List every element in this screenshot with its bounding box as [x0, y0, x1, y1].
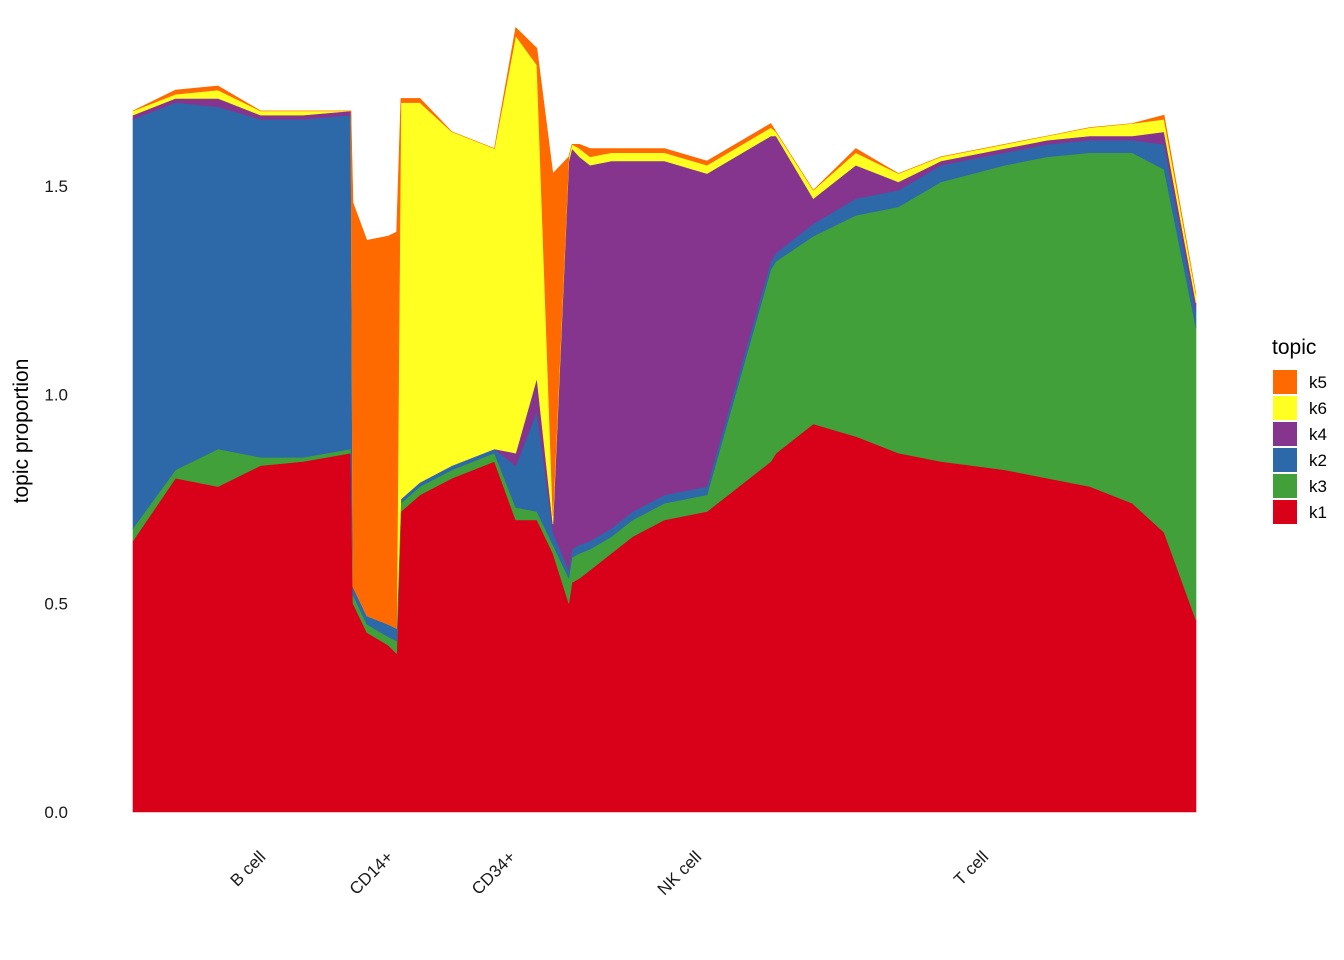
legend-label-k1: k1 — [1309, 503, 1327, 522]
legend-label-k5: k5 — [1309, 373, 1327, 392]
legend-swatch-k4 — [1273, 422, 1297, 446]
x-tick-label: B cell — [227, 847, 270, 890]
legend: topic k5 k6 k4 k2 k3 k1 — [1272, 336, 1327, 524]
legend-swatch-k5 — [1273, 370, 1297, 394]
x-tick-label: T cell — [950, 847, 992, 889]
y-axis-title: topic proportion — [10, 359, 33, 504]
legend-title: topic — [1272, 336, 1316, 359]
y-axis: 0.0 0.5 1.0 1.5 — [44, 177, 68, 822]
x-tick-label: CD14+ — [346, 847, 397, 898]
legend-swatch-k1 — [1273, 500, 1297, 524]
y-tick-label: 1.5 — [44, 177, 68, 196]
x-tick-label: NK cell — [654, 847, 706, 899]
legend-swatch-k2 — [1273, 448, 1297, 472]
y-tick-label: 0.0 — [44, 803, 68, 822]
x-tick-label: CD34+ — [468, 847, 519, 898]
legend-label-k4: k4 — [1309, 425, 1327, 444]
y-tick-label: 0.5 — [44, 594, 68, 613]
legend-label-k3: k3 — [1309, 477, 1327, 496]
x-axis: B cell CD14+ CD34+ NK cell T cell — [227, 847, 993, 899]
legend-label-k6: k6 — [1309, 399, 1327, 418]
y-tick-label: 1.0 — [44, 386, 68, 405]
legend-swatch-k3 — [1273, 474, 1297, 498]
area-series-k5 — [132, 26, 1197, 629]
plot-area — [132, 26, 1197, 813]
legend-swatch-k6 — [1273, 396, 1297, 420]
legend-label-k2: k2 — [1309, 451, 1327, 470]
